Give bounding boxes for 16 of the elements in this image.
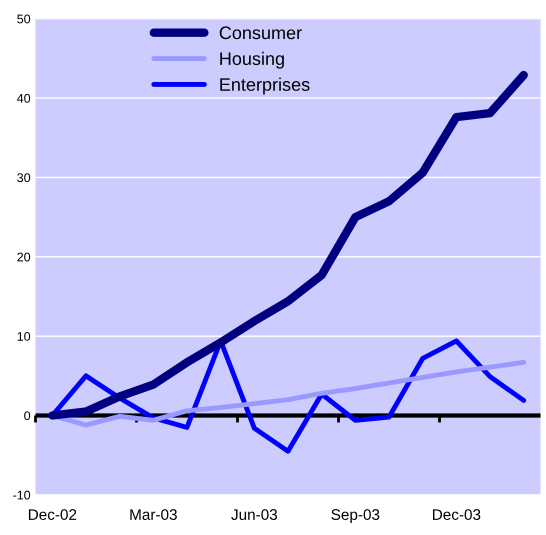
x-tick-label: Sep-03 bbox=[331, 509, 380, 524]
legend-label: Housing bbox=[220, 52, 284, 69]
y-tick-label: -10 bbox=[13, 490, 30, 500]
x-tick-label: Dec-03 bbox=[432, 509, 480, 520]
legend-label: Consumer bbox=[220, 26, 302, 40]
y-tick-label: 50 bbox=[17, 14, 30, 24]
x-tick-label: Dec-02 bbox=[28, 509, 76, 520]
y-tick-label: 40 bbox=[17, 94, 30, 103]
y-tick-label: 20 bbox=[17, 252, 30, 262]
x-tick-label: Jun-03 bbox=[231, 509, 278, 520]
line-series bbox=[50, 338, 526, 454]
y-tick-label: 30 bbox=[17, 173, 30, 182]
legend-label: Enterprises bbox=[220, 78, 310, 94]
y-tick-label: 0 bbox=[24, 411, 30, 420]
x-tick-label: Mar-03 bbox=[130, 509, 177, 520]
y-tick-label: 10 bbox=[18, 332, 30, 341]
